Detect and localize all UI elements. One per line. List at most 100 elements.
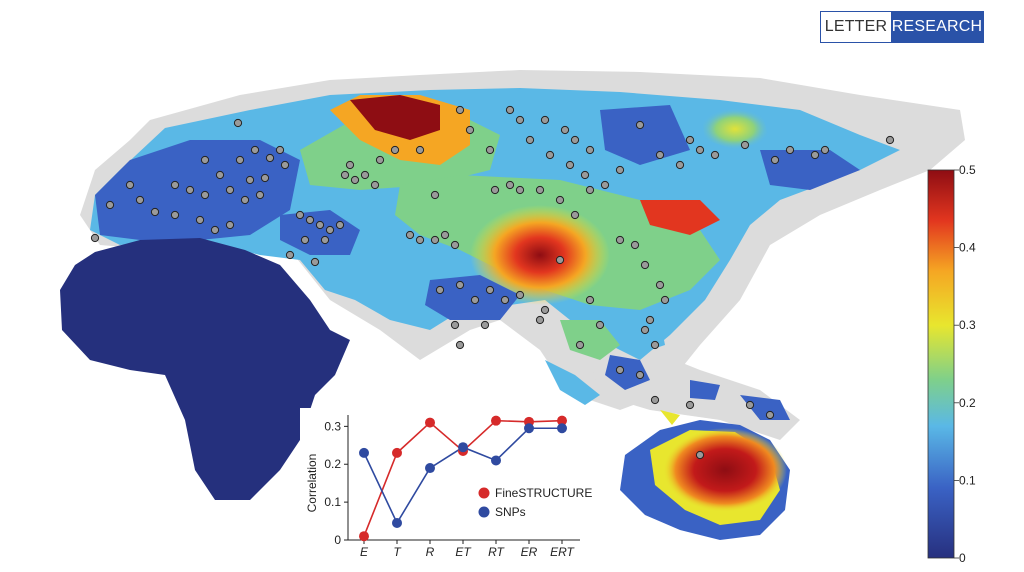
sample-point bbox=[485, 145, 495, 155]
sample-point bbox=[90, 233, 100, 243]
sample-point bbox=[135, 195, 145, 205]
sample-point bbox=[150, 207, 160, 217]
x-tick-label: T bbox=[393, 545, 402, 559]
sample-point bbox=[455, 280, 465, 290]
sample-point bbox=[370, 180, 380, 190]
sample-point bbox=[640, 260, 650, 270]
sample-point bbox=[585, 295, 595, 305]
africa-region bbox=[60, 238, 350, 500]
sample-point bbox=[660, 295, 670, 305]
sample-point bbox=[655, 150, 665, 160]
sample-point bbox=[545, 150, 555, 160]
research-tag: RESEARCH bbox=[891, 12, 983, 42]
sample-point bbox=[375, 155, 385, 165]
data-point-finestructure bbox=[392, 447, 402, 458]
y-tick-label: 0.2 bbox=[324, 457, 341, 471]
sample-point bbox=[315, 220, 325, 230]
sample-point bbox=[455, 340, 465, 350]
sample-point bbox=[630, 240, 640, 250]
sample-point bbox=[170, 210, 180, 220]
colorbar-gradient bbox=[927, 169, 955, 559]
sample-point bbox=[200, 155, 210, 165]
sample-point bbox=[770, 155, 780, 165]
sample-point bbox=[350, 175, 360, 185]
colorbar-tick-label: 0.3 bbox=[959, 318, 976, 332]
sample-point bbox=[515, 115, 525, 125]
sample-point bbox=[435, 285, 445, 295]
sample-point bbox=[505, 180, 515, 190]
legend-snps-marker bbox=[478, 506, 490, 518]
x-tick-label: RT bbox=[488, 545, 505, 559]
sample-point bbox=[280, 160, 290, 170]
y-ticks: 0 0.1 0.2 0.3 bbox=[324, 419, 348, 547]
legend: FineSTRUCTURE SNPs bbox=[478, 486, 592, 519]
sample-point bbox=[465, 125, 475, 135]
sample-point bbox=[215, 170, 225, 180]
sample-point bbox=[235, 155, 245, 165]
sample-point bbox=[325, 225, 335, 235]
sample-point bbox=[570, 210, 580, 220]
sample-point bbox=[255, 190, 265, 200]
sample-point bbox=[480, 320, 490, 330]
sample-point bbox=[455, 105, 465, 115]
data-point-snps bbox=[425, 463, 435, 474]
sample-point bbox=[305, 215, 315, 225]
sample-point bbox=[820, 145, 830, 155]
sample-point bbox=[535, 315, 545, 325]
sample-point bbox=[200, 190, 210, 200]
sample-point bbox=[635, 370, 645, 380]
sample-point bbox=[765, 410, 775, 420]
y-tick-label: 0.1 bbox=[324, 495, 341, 509]
sample-point bbox=[635, 120, 645, 130]
y-axis-label: Correlation bbox=[305, 454, 319, 513]
sample-point bbox=[685, 135, 695, 145]
sample-point bbox=[745, 400, 755, 410]
sample-point bbox=[585, 185, 595, 195]
sample-point bbox=[525, 135, 535, 145]
sample-point bbox=[170, 180, 180, 190]
sample-point bbox=[390, 145, 400, 155]
sample-point bbox=[295, 210, 305, 220]
sample-point bbox=[415, 145, 425, 155]
sample-point bbox=[570, 135, 580, 145]
sample-point bbox=[575, 340, 585, 350]
australia-heatmap bbox=[620, 420, 790, 540]
sample-point bbox=[810, 150, 820, 160]
sample-point bbox=[265, 153, 275, 163]
sample-point bbox=[740, 140, 750, 150]
sample-point bbox=[555, 195, 565, 205]
sample-point bbox=[245, 175, 255, 185]
y-tick-label: 0 bbox=[334, 533, 341, 547]
sample-point bbox=[210, 225, 220, 235]
data-point-finestructure bbox=[425, 417, 435, 428]
x-tick-label: ERT bbox=[550, 545, 575, 559]
sample-point bbox=[430, 235, 440, 245]
data-point-snps bbox=[491, 455, 501, 466]
sample-point bbox=[585, 145, 595, 155]
sample-point bbox=[335, 220, 345, 230]
sample-point bbox=[485, 285, 495, 295]
sample-point bbox=[310, 257, 320, 267]
eurasia-heatmap bbox=[90, 88, 900, 360]
colorbar-tick-label: 0.4 bbox=[959, 241, 976, 255]
x-ticks: E T R ET RT ER ERT bbox=[360, 540, 576, 559]
sample-point bbox=[515, 185, 525, 195]
article-type-badge: LETTER RESEARCH bbox=[820, 11, 984, 43]
data-point-snps bbox=[557, 423, 567, 434]
sample-point bbox=[430, 190, 440, 200]
sample-point bbox=[650, 395, 660, 405]
sample-point bbox=[125, 180, 135, 190]
x-tick-label: ER bbox=[521, 545, 538, 559]
data-point-snps bbox=[392, 517, 402, 528]
sample-point bbox=[340, 170, 350, 180]
sample-point bbox=[640, 325, 650, 335]
sample-point bbox=[275, 145, 285, 155]
sample-point bbox=[595, 320, 605, 330]
data-point-snps bbox=[524, 423, 534, 434]
legend-finestructure-marker bbox=[478, 487, 490, 499]
sample-point bbox=[600, 180, 610, 190]
sample-point bbox=[655, 280, 665, 290]
sample-point bbox=[615, 235, 625, 245]
x-tick-label: R bbox=[426, 545, 435, 559]
sample-point bbox=[440, 230, 450, 240]
